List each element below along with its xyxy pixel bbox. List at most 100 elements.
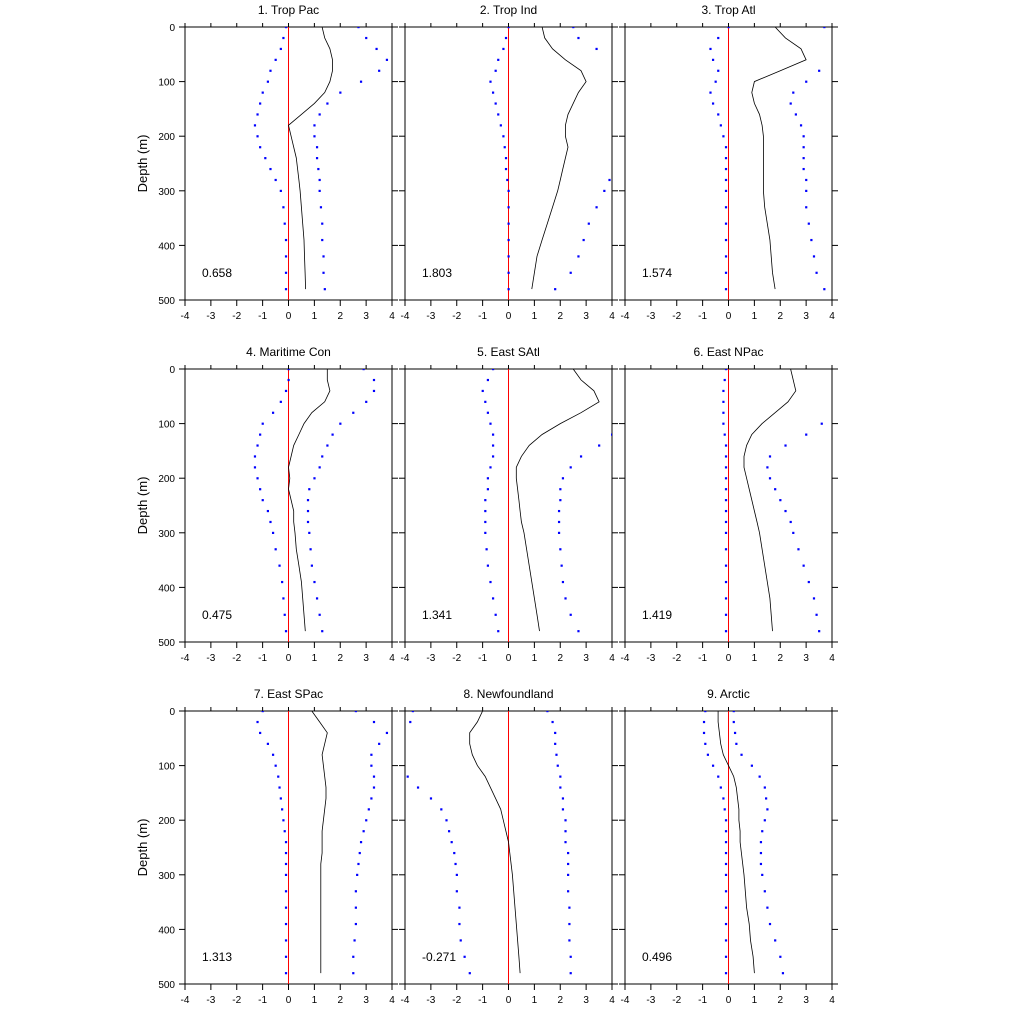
lower-bound-point <box>266 80 269 83</box>
x-tick-label: 1 <box>532 995 538 1006</box>
panel-title: 6. East NPac <box>693 345 763 359</box>
upper-bound-point <box>554 731 557 735</box>
lower-bound-point <box>406 775 409 778</box>
upper-bound-point <box>758 775 761 778</box>
lower-bound-point <box>724 509 728 513</box>
upper-bound-point <box>321 238 324 242</box>
lower-bound-point <box>704 711 707 713</box>
lower-bound-point <box>704 742 707 745</box>
x-tick-label: -2 <box>232 311 241 322</box>
lower-bound-point <box>271 411 275 414</box>
lower-bound-point <box>502 47 505 51</box>
lower-bound-point <box>491 369 495 371</box>
x-tick-label: 0 <box>286 653 292 664</box>
lower-bound-point <box>724 238 728 242</box>
y-tick-label: 500 <box>158 638 175 649</box>
x-tick-label: 3 <box>363 653 369 664</box>
upper-bound-point <box>579 455 583 458</box>
lower-bound-point <box>507 27 510 29</box>
lower-bound-point <box>724 955 728 958</box>
upper-bound-point <box>802 167 805 171</box>
upper-bound-point <box>763 819 766 822</box>
lower-bound-point <box>266 742 269 745</box>
lower-bound-point <box>468 972 471 975</box>
upper-bound-point <box>595 47 598 51</box>
lower-bound-point <box>723 433 726 436</box>
x-tick-label: 2 <box>557 653 563 664</box>
upper-bound-point <box>313 580 316 584</box>
x-tick-label: 3 <box>803 995 809 1006</box>
upper-bound-point <box>766 466 769 469</box>
lower-bound-point <box>484 531 487 534</box>
lower-bound-point <box>504 167 508 171</box>
upper-bound-point <box>315 146 319 149</box>
lower-bound-point <box>507 206 510 209</box>
upper-bound-point <box>577 36 580 40</box>
upper-bound-point <box>306 499 310 502</box>
x-tick-label: 1 <box>312 995 318 1006</box>
value-annotation: 1.419 <box>642 608 672 622</box>
upper-bound-point <box>567 862 570 866</box>
upper-bound-point <box>820 422 823 425</box>
x-tick-label: -2 <box>232 653 241 664</box>
lower-bound-point <box>724 580 728 584</box>
mean-line <box>743 369 797 632</box>
upper-bound-point <box>358 851 361 855</box>
lower-bound-point <box>253 124 257 127</box>
lower-bound-point <box>717 113 720 116</box>
x-tick-label: 3 <box>363 995 369 1006</box>
upper-bound-point <box>315 597 319 600</box>
upper-bound-point <box>802 157 805 160</box>
upper-bound-point <box>560 564 563 567</box>
y-tick-label: 400 <box>158 241 175 252</box>
upper-bound-point <box>318 189 321 192</box>
upper-bound-point <box>385 58 389 61</box>
mean-line <box>515 369 600 632</box>
x-tick-label: 0 <box>506 653 512 664</box>
lower-bound-point <box>507 222 510 225</box>
mean-line <box>311 711 328 974</box>
upper-bound-point <box>354 922 357 926</box>
lower-bound-point <box>724 288 728 291</box>
lower-bound-point <box>283 222 286 225</box>
lower-bound-point <box>269 520 272 524</box>
lower-bound-point <box>724 255 728 258</box>
upper-bound-point <box>759 851 763 855</box>
y-tick-label: 500 <box>158 980 175 991</box>
upper-bound-point <box>823 288 826 291</box>
lower-bound-point <box>724 890 728 893</box>
upper-bound-point <box>564 830 567 833</box>
lower-bound-point <box>724 455 728 458</box>
lower-bound-point <box>491 91 495 94</box>
upper-bound-point <box>823 27 826 29</box>
x-tick-label: -1 <box>698 653 707 664</box>
lower-bound-point <box>458 922 461 926</box>
x-tick-label: -3 <box>426 311 435 322</box>
lower-bound-point <box>253 455 257 458</box>
lower-bound-point <box>284 972 288 975</box>
upper-bound-point <box>805 189 808 192</box>
upper-bound-point <box>339 422 342 425</box>
lower-bound-point <box>284 873 288 876</box>
x-tick-label: -2 <box>452 311 461 322</box>
lower-bound-point <box>724 477 728 480</box>
x-tick-label: -2 <box>672 995 681 1006</box>
upper-bound-point <box>385 731 389 735</box>
upper-bound-point <box>805 433 808 436</box>
upper-bound-point <box>766 906 769 909</box>
lower-bound-point <box>256 135 259 138</box>
x-tick-label: 0 <box>726 995 732 1006</box>
upper-bound-point <box>561 808 565 811</box>
lower-bound-point <box>484 520 487 524</box>
lower-bound-point <box>491 597 495 600</box>
upper-bound-point <box>554 288 557 291</box>
upper-bound-point <box>367 808 370 811</box>
upper-bound-point <box>555 753 558 756</box>
panel-title: 7. East SPac <box>254 687 323 701</box>
x-tick-label: 4 <box>609 995 615 1006</box>
lower-bound-point <box>284 851 288 855</box>
panel-title: 1. Trop Pac <box>258 3 319 17</box>
upper-bound-point <box>789 520 792 524</box>
x-tick-label: -1 <box>478 311 487 322</box>
